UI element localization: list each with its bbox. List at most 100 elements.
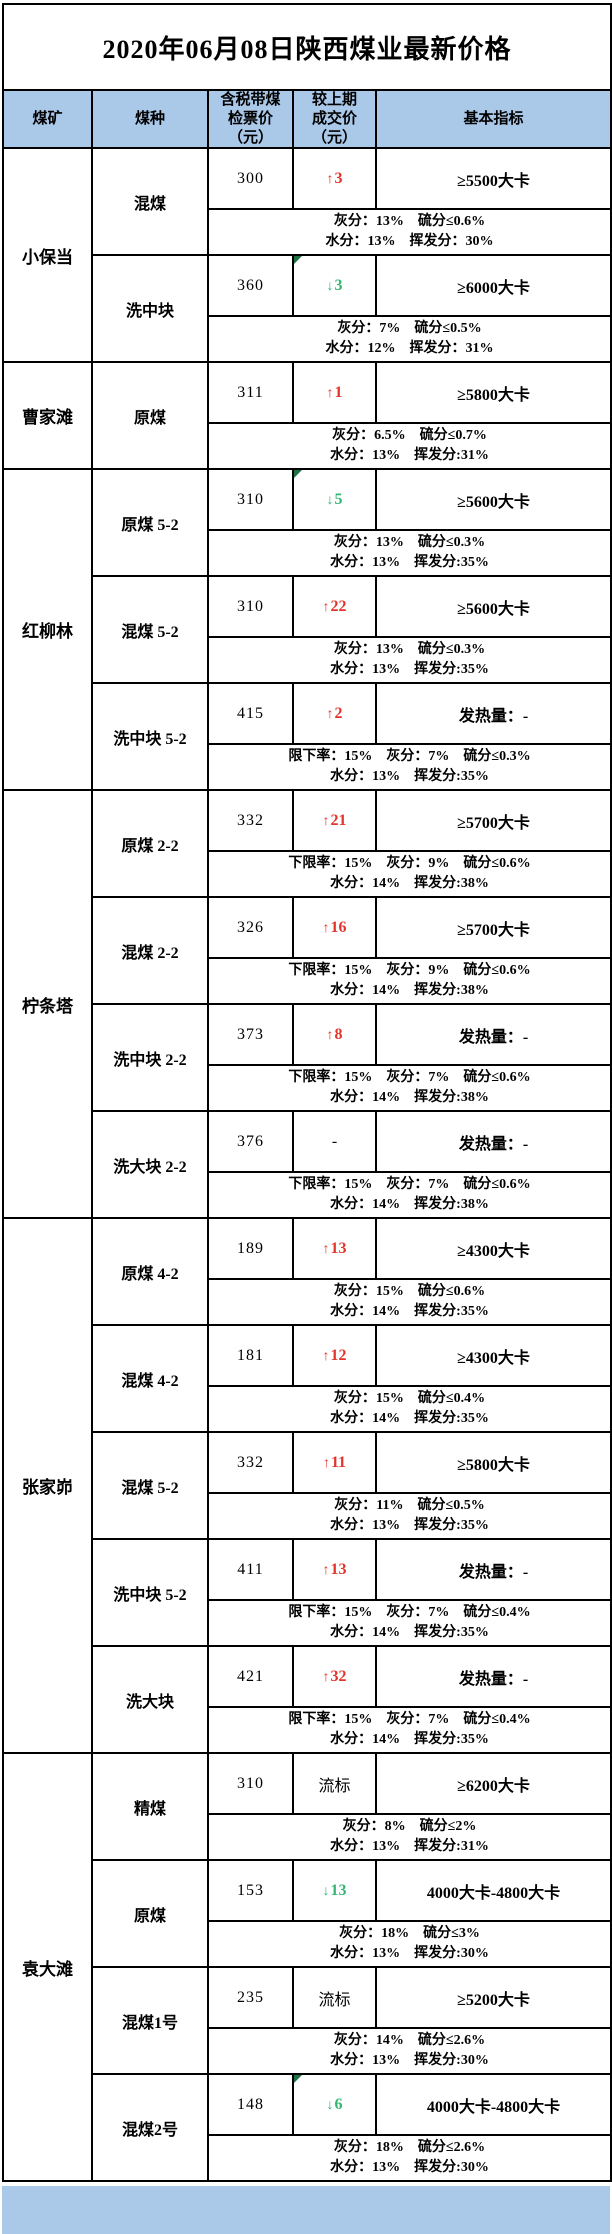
detail-row: 灰分：7% 硫分≤0.5% 水分：12% 挥发分：31% bbox=[3, 315, 612, 364]
change-cell: ↑2 bbox=[292, 682, 377, 746]
detail-line-1: 灰分：7% 硫分≤0.5% bbox=[337, 320, 482, 336]
up-arrow-icon: ↑ bbox=[326, 706, 334, 722]
indicator-cell: ≥5600大卡 bbox=[375, 468, 612, 532]
change-cell: ↑32 bbox=[292, 1645, 377, 1709]
detail-line-2: 水分：13% 挥发分:35% bbox=[330, 555, 489, 571]
change-cell: ↑8 bbox=[292, 1003, 377, 1067]
up-arrow-icon: ↑ bbox=[322, 1348, 330, 1364]
change-value: 流标 bbox=[318, 1777, 351, 1795]
detail-line-1: 下限率：15% 灰分：7% 硫分≤0.6% bbox=[288, 1069, 531, 1085]
detail-cell: 灰分：13% 硫分≤0.3% 水分：13% 挥发分:35% bbox=[207, 529, 612, 578]
indicator-cell: ≥5700大卡 bbox=[375, 896, 612, 960]
indicator-cell: ≥5600大卡 bbox=[375, 575, 612, 639]
price-cell: 311 bbox=[207, 361, 294, 425]
price-row: 混煤2号 148 ↓6 4000大卡-4800大卡 bbox=[3, 2073, 612, 2183]
detail-row: 下限率：15% 灰分：7% 硫分≤0.6% 水分：14% 挥发分:38% bbox=[3, 1171, 612, 1220]
change-cell: 流标 bbox=[292, 1752, 377, 1816]
price-row: 洗大块 421 ↑32 发热量：- bbox=[3, 1645, 612, 1755]
detail-line-1: 灰分：13% 硫分≤0.3% bbox=[333, 641, 486, 657]
change-value: 11 bbox=[330, 1453, 347, 1471]
detail-cell: 灰分：15% 硫分≤0.4% 水分：14% 挥发分:35% bbox=[207, 1385, 612, 1434]
price-cell: 310 bbox=[207, 1752, 294, 1816]
column-header-row: 煤矿 煤种 含税带煤 检票价 （元） 较上期 成交价 （元） 基本指标 bbox=[2, 88, 612, 150]
col-header-mine: 煤矿 bbox=[2, 88, 93, 150]
detail-line-1: 下限率：15% 灰分：7% 硫分≤0.6% bbox=[288, 1176, 531, 1192]
detail-cell: 下限率：15% 灰分：9% 硫分≤0.6% 水分：14% 挥发分:38% bbox=[207, 850, 612, 899]
detail-cell: 灰分：18% 硫分≤2.6% 水分：13% 挥发分:30% bbox=[207, 2134, 612, 2183]
detail-line-1: 灰分：8% 硫分≤2% bbox=[342, 1818, 477, 1834]
detail-row: 灰分：13% 硫分≤0.6% 水分：13% 挥发分：30% bbox=[3, 208, 612, 257]
down-arrow-icon: ↓ bbox=[322, 1883, 330, 1899]
detail-line-1: 灰分：18% 硫分≤3% bbox=[339, 1925, 480, 1941]
change-cell: ↓13 bbox=[292, 1859, 377, 1923]
detail-cell: 灰分：11% 硫分≤0.5% 水分：13% 挥发分:35% bbox=[207, 1492, 612, 1541]
detail-row: 灰分：15% 硫分≤0.6% 水分：14% 挥发分:35% bbox=[3, 1278, 612, 1327]
indicator-cell: ≥4300大卡 bbox=[375, 1324, 612, 1388]
detail-cell: 下限率：15% 灰分：7% 硫分≤0.6% 水分：14% 挥发分:38% bbox=[207, 1171, 612, 1220]
price-row: 洗中块 5-2 415 ↑2 发热量：- bbox=[3, 682, 612, 792]
change-cell: ↑1 bbox=[292, 361, 377, 425]
change-cell: ↑16 bbox=[292, 896, 377, 960]
col-header-change: 较上期 成交价 （元） bbox=[292, 88, 377, 150]
comment-marker-triangle bbox=[295, 2076, 302, 2084]
indicator-cell: 发热量：- bbox=[375, 1110, 612, 1174]
coal-type-cell: 原煤 4-2 bbox=[91, 1217, 209, 1327]
indicator-cell: 4000大卡-4800大卡 bbox=[375, 2073, 612, 2137]
detail-cell: 灰分：14% 硫分≤2.6% 水分：13% 挥发分:30% bbox=[207, 2027, 612, 2076]
change-value: 3 bbox=[334, 276, 343, 294]
detail-line-2: 水分：13% 挥发分:35% bbox=[330, 1518, 489, 1534]
change-cell: ↓6 bbox=[292, 2073, 377, 2137]
detail-line-2: 水分：14% 挥发分:35% bbox=[330, 1732, 489, 1748]
detail-cell: 限下率：15% 灰分：7% 硫分≤0.4% 水分：14% 挥发分:35% bbox=[207, 1706, 612, 1755]
change-value: 13 bbox=[330, 1239, 347, 1257]
indicator-cell: 发热量：- bbox=[375, 1003, 612, 1067]
comment-marker-triangle bbox=[295, 257, 302, 265]
up-arrow-icon: ↑ bbox=[322, 599, 330, 615]
change-value: 13 bbox=[330, 1881, 347, 1899]
coal-type-cell: 混煤 bbox=[91, 147, 209, 257]
detail-line-1: 下限率：15% 灰分：9% 硫分≤0.6% bbox=[288, 855, 531, 871]
down-arrow-icon: ↓ bbox=[326, 278, 334, 294]
detail-cell: 灰分：8% 硫分≤2% 水分：13% 挥发分:31% bbox=[207, 1813, 612, 1862]
price-cell: 310 bbox=[207, 575, 294, 639]
detail-cell: 限下率：15% 灰分：7% 硫分≤0.3% 水分：13% 挥发分:35% bbox=[207, 743, 612, 792]
price-cell: 189 bbox=[207, 1217, 294, 1281]
price-row: 洗大块 2-2 376 - 发热量：- bbox=[3, 1110, 612, 1220]
detail-line-2: 水分：14% 挥发分:35% bbox=[330, 1411, 489, 1427]
down-arrow-icon: ↓ bbox=[326, 2097, 334, 2113]
price-row: 柠条塔 原煤 2-2 332 ↑21 ≥5700大卡 bbox=[2, 789, 612, 1220]
detail-line-2: 水分：13% 挥发分:35% bbox=[330, 662, 489, 678]
price-cell: 421 bbox=[207, 1645, 294, 1709]
detail-cell: 灰分：6.5% 硫分≤0.7% 水分：13% 挥发分:31% bbox=[207, 422, 612, 471]
detail-cell: 灰分：18% 硫分≤3% 水分：13% 挥发分:30% bbox=[207, 1920, 612, 1969]
price-cell: 326 bbox=[207, 896, 294, 960]
indicator-cell: ≥5800大卡 bbox=[375, 1431, 612, 1495]
coal-type-cell: 洗大块 bbox=[91, 1645, 209, 1755]
price-cell: 415 bbox=[207, 682, 294, 746]
up-arrow-icon: ↑ bbox=[326, 385, 334, 401]
detail-line-2: 水分：13% 挥发分:30% bbox=[330, 1946, 489, 1962]
change-cell: ↑13 bbox=[292, 1538, 377, 1602]
detail-line-2: 水分：13% 挥发分:31% bbox=[330, 448, 489, 464]
mine-cell: 红柳林 bbox=[2, 468, 93, 792]
detail-row: 灰分：6.5% 硫分≤0.7% 水分：13% 挥发分:31% bbox=[3, 422, 612, 471]
change-cell: ↑13 bbox=[292, 1217, 377, 1281]
detail-cell: 下限率：15% 灰分：9% 硫分≤0.6% 水分：14% 挥发分:38% bbox=[207, 957, 612, 1006]
up-arrow-icon: ↑ bbox=[326, 1027, 334, 1043]
detail-row: 灰分：11% 硫分≤0.5% 水分：13% 挥发分:35% bbox=[3, 1492, 612, 1541]
change-cell: 流标 bbox=[292, 1966, 377, 2030]
detail-line-1: 限下率：15% 灰分：7% 硫分≤0.4% bbox=[288, 1604, 531, 1620]
coal-type-cell: 洗中块 2-2 bbox=[91, 1003, 209, 1113]
coal-type-cell: 混煤 5-2 bbox=[91, 1431, 209, 1541]
change-value: 13 bbox=[330, 1560, 347, 1578]
detail-line-1: 灰分：13% 硫分≤0.3% bbox=[333, 534, 486, 550]
change-cell: ↓5 bbox=[292, 468, 377, 532]
col-header-price-line1: 含税带煤 bbox=[220, 92, 281, 108]
indicator-cell: 4000大卡-4800大卡 bbox=[375, 1859, 612, 1923]
mine-cell: 曹家滩 bbox=[2, 361, 93, 471]
detail-row: 灰分：8% 硫分≤2% 水分：13% 挥发分:31% bbox=[3, 1813, 612, 1862]
price-cell: 153 bbox=[207, 1859, 294, 1923]
price-cell: 181 bbox=[207, 1324, 294, 1388]
indicator-cell: 发热量：- bbox=[375, 682, 612, 746]
